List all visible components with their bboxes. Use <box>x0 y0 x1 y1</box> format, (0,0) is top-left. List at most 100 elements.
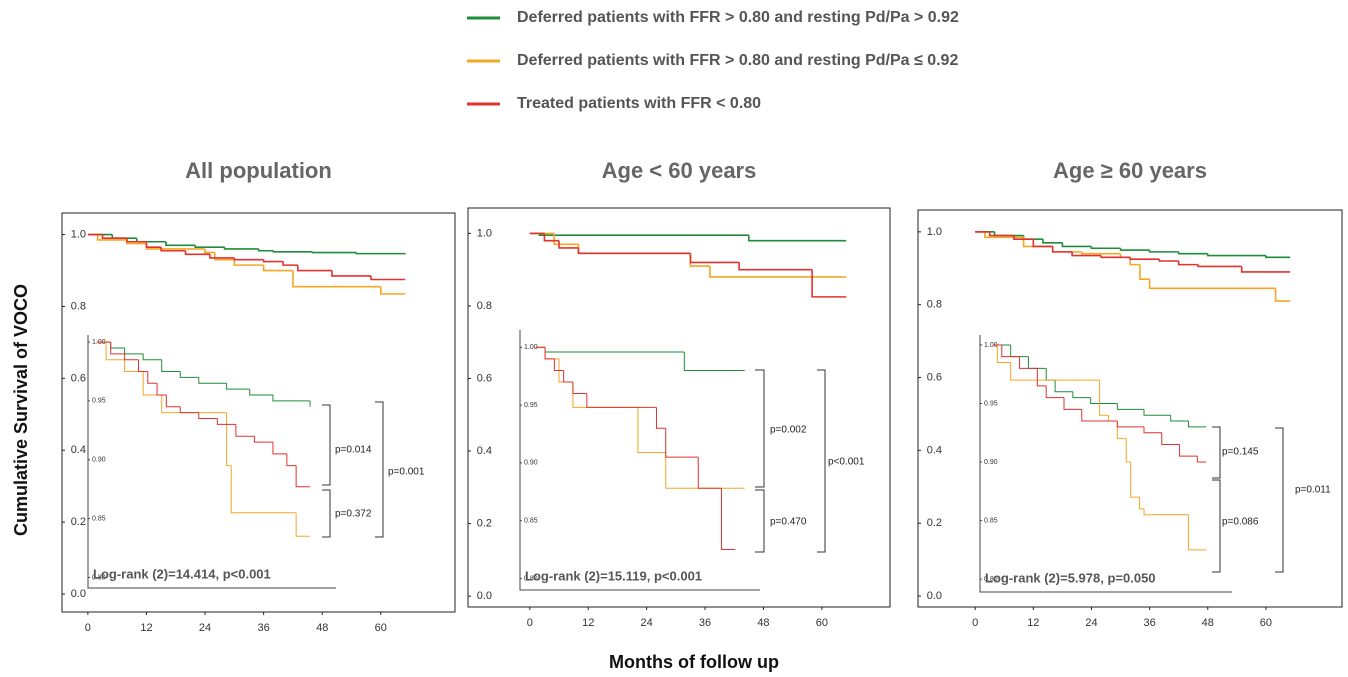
survival-step <box>1265 255 1291 259</box>
inset-y-tick-label: 0.85 <box>984 517 998 524</box>
survival-step <box>1179 444 1198 457</box>
y-axis-title: Cumulative Survival of VOCO <box>11 284 31 536</box>
survival-step <box>1051 246 1082 253</box>
x-tick-label: 12 <box>1027 617 1039 629</box>
survival-step <box>1100 255 1131 259</box>
y-tick-label: 0.0 <box>71 588 86 600</box>
survival-step <box>161 395 213 414</box>
p-value: p=0.145 <box>1222 447 1259 458</box>
inset-axes <box>519 330 760 591</box>
survival-step <box>124 359 144 372</box>
survival-step <box>331 270 372 277</box>
p-value: p=0.011 <box>1295 485 1331 496</box>
inset-y-tick-label: 0.80 <box>524 575 538 582</box>
survival-step <box>1080 251 1121 255</box>
inset-y-tick-label: 0.80 <box>92 574 106 581</box>
survival-step <box>720 488 736 551</box>
legend-label: Deferred patients with FFR > 0.80 and re… <box>517 9 959 26</box>
survival-step <box>295 465 311 488</box>
p-bracket <box>322 489 331 538</box>
p-bracket <box>322 404 331 486</box>
inset-y-tick-label: 0.90 <box>524 460 538 467</box>
survival-step <box>126 238 147 243</box>
survival-step <box>1090 246 1121 250</box>
survival-step <box>1061 242 1092 248</box>
inset-y-tick-label: 0.80 <box>984 576 998 583</box>
survival-step <box>142 353 162 361</box>
survival-step <box>689 253 710 267</box>
p-bracket <box>1212 426 1221 479</box>
survival-step <box>142 371 162 396</box>
inset-axes <box>87 335 336 589</box>
p-bracket <box>1212 479 1221 573</box>
log-rank: Log-rank (2)=15.119, p<0.001 <box>525 568 702 583</box>
survival-step <box>1158 259 1179 262</box>
legend-label: Treated patients with FFR < 0.80 <box>517 95 761 112</box>
survival-step <box>235 424 255 437</box>
survival-step <box>637 407 666 453</box>
survival-step <box>1090 397 1118 404</box>
y-tick-label: 0.6 <box>71 372 86 384</box>
p-value: p=0.014 <box>335 445 372 456</box>
survival-step <box>1196 456 1207 463</box>
survival-step <box>655 407 666 429</box>
survival-step <box>165 241 196 247</box>
survival-step <box>179 371 199 378</box>
survival-step <box>1129 257 1160 260</box>
x-tick-label: 60 <box>1260 617 1272 629</box>
inset-y-tick-label: 0.90 <box>984 459 998 466</box>
survival-step <box>811 269 847 298</box>
y-tick-label: 0.8 <box>927 299 942 311</box>
inset-y-tick-label: 0.90 <box>92 457 106 464</box>
p-value: p=0.372 <box>335 509 372 520</box>
x-tick-label: 60 <box>375 622 387 634</box>
x-tick-label: 48 <box>316 622 328 634</box>
survival-step <box>709 266 847 278</box>
p-bracket <box>817 369 826 553</box>
survival-step <box>209 254 235 259</box>
survival-step <box>1051 246 1073 253</box>
survival-step <box>262 259 284 263</box>
survival-step <box>1130 462 1140 498</box>
survival-step <box>223 247 259 250</box>
plot-frame <box>61 212 456 613</box>
x-tick-label: 48 <box>757 617 769 629</box>
survival-step <box>544 347 685 353</box>
p-bracket <box>755 369 765 488</box>
survival-step <box>253 436 273 443</box>
x-tick-label: 24 <box>641 617 653 629</box>
survival-step <box>1187 514 1207 551</box>
log-rank: Log-rank (2)=14.414, p<0.001 <box>93 566 271 581</box>
survival-step <box>233 257 264 261</box>
survival-step <box>1139 264 1150 281</box>
survival-step <box>292 270 381 288</box>
survival-step <box>1063 397 1082 410</box>
x-tick-label: 60 <box>816 617 828 629</box>
y-tick-label: 0.2 <box>71 516 86 528</box>
survival-step <box>1116 403 1144 410</box>
survival-step <box>272 250 313 253</box>
x-tick-label: 36 <box>1144 617 1156 629</box>
survival-step <box>110 342 125 349</box>
survival-step <box>1010 362 1082 381</box>
survival-step <box>96 234 127 241</box>
survival-step <box>1139 497 1144 510</box>
y-tick-label: 0.6 <box>927 371 942 383</box>
x-tick-label: 0 <box>527 617 533 629</box>
y-tick-label: 1.0 <box>477 227 492 239</box>
survival-step <box>295 512 311 537</box>
survival-step <box>544 347 555 360</box>
survival-step <box>538 233 749 237</box>
survival-step <box>1032 239 1053 248</box>
survival-step <box>697 457 722 489</box>
survival-step <box>156 383 167 396</box>
survival-step <box>1177 260 1199 266</box>
survival-step <box>160 247 186 252</box>
survival-step <box>553 358 564 371</box>
survival-step <box>748 235 847 242</box>
y-tick-label: 1.0 <box>71 228 86 240</box>
x-tick-label: 36 <box>699 617 711 629</box>
survival-step <box>553 233 579 246</box>
survival-step <box>1177 251 1208 255</box>
